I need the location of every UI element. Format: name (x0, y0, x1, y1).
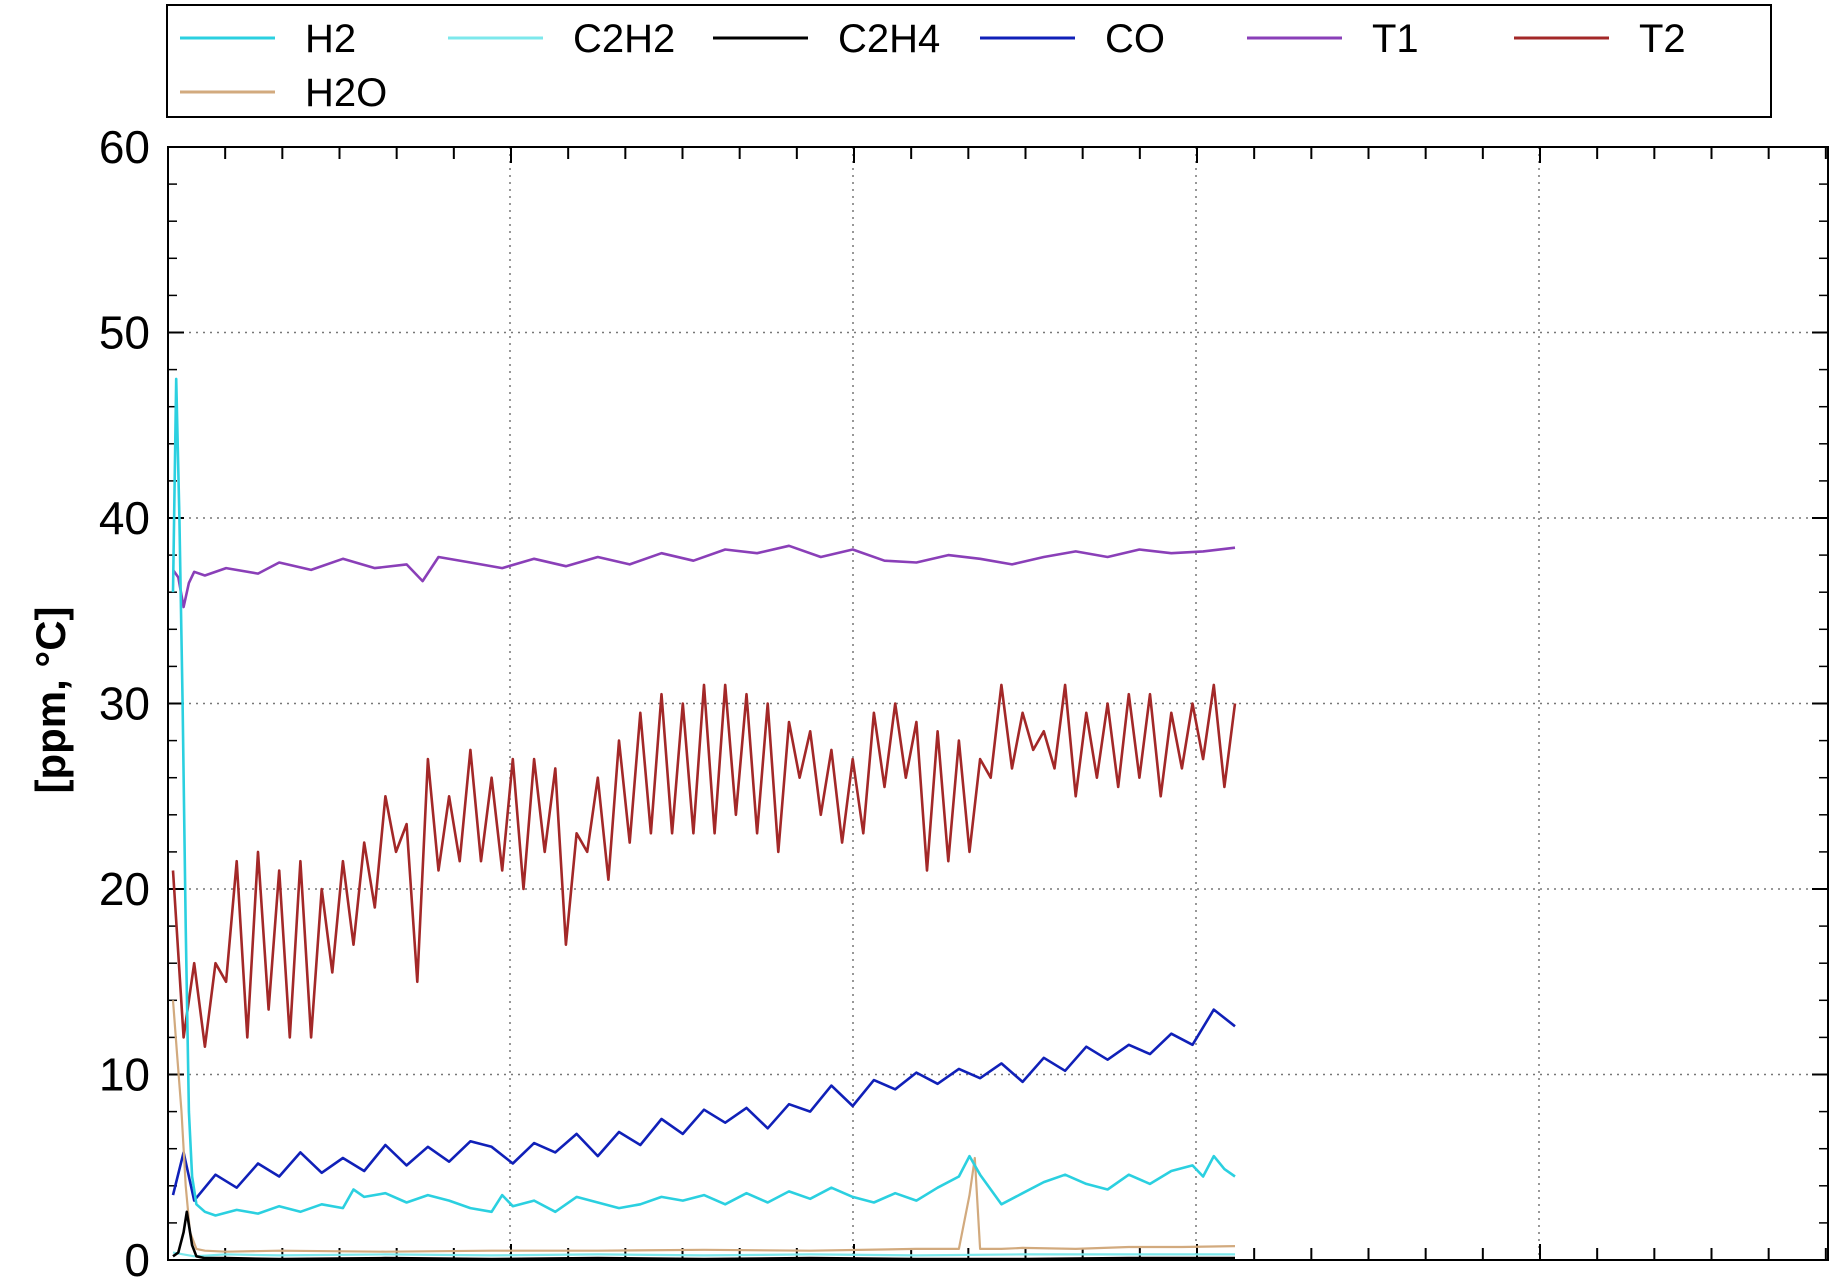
legend-label-t2: T2 (1639, 17, 1686, 61)
y-ticks: 0 10 20 30 40 50 60 (99, 121, 1828, 1282)
series-line-co (171, 1008, 1236, 1202)
x-ticks (167, 147, 1827, 1260)
y-tick-label: 50 (99, 307, 150, 359)
legend-label-h2o: H2O (305, 71, 387, 115)
legend: H2 C2H2 C2H4 CO T1 T2 H2O (180, 17, 1686, 115)
series-lines (171, 377, 1237, 1261)
series-line-h2 (171, 377, 1236, 1217)
y-tick-label: 40 (99, 492, 150, 544)
series-line-c2h2 (172, 1251, 1235, 1258)
y-tick-label: 0 (124, 1234, 150, 1282)
series-line-h2o (171, 1000, 1236, 1253)
y-tick-label: 20 (99, 863, 150, 915)
y-tick-label: 10 (99, 1049, 150, 1101)
series-line-c2h4 (172, 1210, 1235, 1261)
legend-label-co: CO (1105, 17, 1165, 61)
legend-label-t1: T1 (1372, 17, 1419, 61)
legend-box (166, 4, 1772, 118)
y-axis-label: [ppm, °C] (27, 606, 74, 793)
legend-label-h2: H2 (305, 17, 356, 61)
y-tick-label: 60 (99, 121, 150, 173)
y-tick-label: 30 (99, 678, 150, 730)
legend-label-c2h2: C2H2 (573, 17, 675, 61)
series-line-t2 (171, 683, 1237, 1048)
legend-label-c2h4: C2H4 (838, 17, 940, 61)
series-line-t1 (171, 544, 1236, 609)
